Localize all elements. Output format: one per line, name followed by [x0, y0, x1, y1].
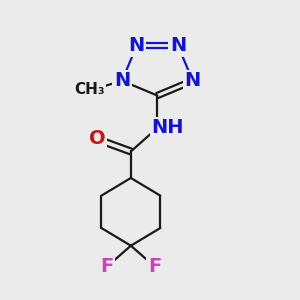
Text: F: F [148, 257, 161, 276]
Text: N: N [114, 71, 130, 90]
Text: CH₃: CH₃ [74, 82, 105, 97]
Text: F: F [101, 257, 114, 276]
Text: O: O [89, 129, 105, 148]
Text: N: N [129, 36, 145, 55]
Text: N: N [184, 71, 201, 90]
Text: NH: NH [152, 118, 184, 137]
Text: N: N [170, 36, 186, 55]
